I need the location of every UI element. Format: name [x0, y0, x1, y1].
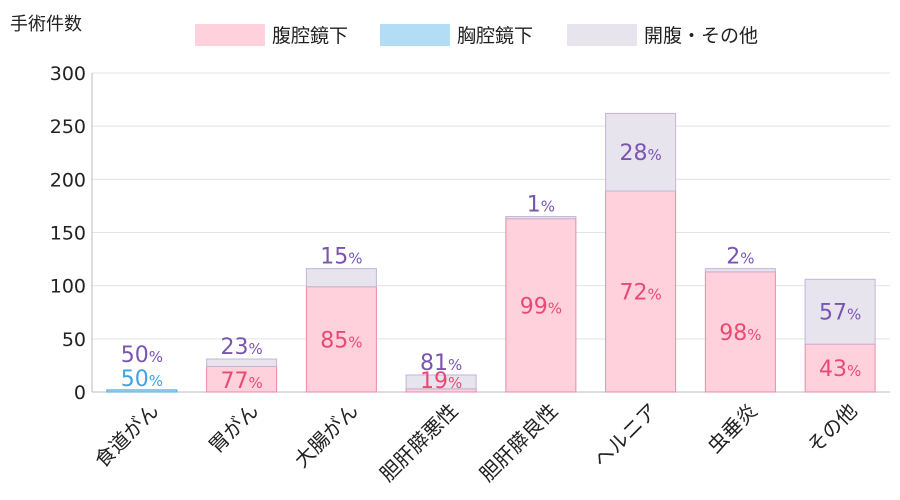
data-label-value: 15 — [320, 245, 348, 270]
y-tick-100: 100 — [50, 276, 86, 298]
bar-7-2 — [804, 278, 876, 345]
data-label-unit: % — [647, 146, 661, 164]
x-category-1: 胃がん — [204, 399, 263, 458]
data-label-7-0: 43% — [819, 357, 861, 382]
data-label-0-1: 50% — [121, 367, 163, 392]
data-label-value: 1 — [527, 193, 541, 218]
legend-label-1: 胸腔鏡下 — [457, 25, 533, 47]
data-label-unit: % — [149, 348, 163, 366]
data-label-unit: % — [740, 250, 754, 268]
data-label-value: 72 — [619, 281, 647, 306]
data-label-5-0: 72% — [619, 281, 661, 306]
data-label-unit: % — [647, 286, 661, 304]
data-label-unit: % — [541, 198, 555, 216]
legend-swatch-0 — [195, 24, 265, 46]
y-tick-200: 200 — [50, 169, 86, 191]
data-label-unit: % — [248, 374, 262, 392]
data-labels: 50%50%77%23% 85%15%19%81%99%1%72%28%98%2%… — [121, 141, 862, 394]
data-label-value: 19 — [420, 369, 448, 394]
data-label-6-2: 2% — [726, 245, 754, 270]
y-tick-150: 150 — [50, 223, 86, 245]
data-label-value: 85 — [320, 328, 348, 353]
bar-4-0 — [505, 218, 577, 393]
data-label-unit: % — [149, 372, 163, 390]
data-label-unit: % — [448, 374, 462, 392]
bar-5-2 — [605, 112, 677, 192]
data-label-unit: % — [548, 299, 562, 317]
data-label-4-0: 99% — [520, 294, 562, 319]
x-category-2: 大腸がん — [289, 399, 363, 473]
data-label-3-0: 19% — [420, 369, 462, 394]
data-label-value: 98 — [719, 321, 747, 346]
bar-1-2 — [206, 358, 278, 367]
bar-3-2 — [405, 374, 477, 390]
data-label-value: 2 — [726, 245, 740, 270]
legend-label-0: 腹腔鏡下 — [272, 25, 348, 47]
data-label-3-2: 81% — [420, 351, 462, 376]
data-label-unit: % — [448, 356, 462, 374]
x-category-7: その他 — [802, 399, 861, 458]
data-label-unit: % — [847, 306, 861, 324]
bar-5-0 — [605, 190, 677, 393]
bar-6-0 — [704, 271, 776, 393]
data-label-value: 57 — [819, 301, 847, 326]
data-label-value: 50 — [121, 367, 149, 392]
x-category-5: ヘルニア — [589, 399, 663, 473]
gridlines — [91, 72, 890, 393]
data-label-unit: % — [348, 333, 362, 351]
data-label-unit: % — [747, 326, 761, 344]
data-label-2-2: 15% — [320, 245, 362, 270]
data-label-7-2: 57% — [819, 301, 861, 326]
data-label-value: 77 — [220, 369, 248, 394]
data-label-1-0: 77% — [220, 369, 262, 394]
data-label-4-2: 1% — [527, 193, 555, 218]
data-label-value: 43 — [819, 357, 847, 382]
data-label-unit: % — [248, 340, 262, 358]
bar-2-2 — [305, 268, 377, 288]
data-label-5-2: 28% — [619, 141, 661, 166]
data-label-unit: % — [847, 362, 861, 380]
legend-swatch-1 — [380, 24, 450, 46]
x-axis-categories: 食道がん 胃がん 大腸がん 胆肝膵悪性 胆肝膵良性 ヘルニア 虫垂炎 その他 — [90, 399, 862, 487]
bar-6-2 — [704, 268, 776, 273]
x-category-4: 胆肝膵良性 — [475, 399, 563, 487]
data-label-value: 50 — [121, 343, 149, 368]
data-label-value: 23 — [220, 335, 248, 360]
legend-swatch-2 — [567, 24, 637, 46]
y-tick-50: 50 — [62, 329, 86, 351]
x-category-6: 虫垂炎 — [703, 399, 762, 458]
data-label-0-2: 50% — [121, 343, 163, 368]
bar-2-0 — [305, 286, 377, 393]
y-tick-250: 250 — [50, 116, 86, 138]
x-category-0: 食道がん — [90, 399, 164, 473]
data-label-2-0: 85% — [320, 328, 362, 353]
bar-0-1 — [106, 389, 178, 393]
bar-4-2 — [505, 216, 577, 220]
y-axis-ticks: 0 50 100 150 200 250 300 — [50, 63, 86, 404]
data-label-1-2: 23% — [220, 335, 262, 360]
bars — [106, 112, 876, 393]
x-category-3: 胆肝膵悪性 — [375, 399, 463, 487]
legend-label-2: 開腹・その他 — [644, 25, 758, 47]
data-label-unit: % — [348, 250, 362, 268]
y-tick-300: 300 — [50, 63, 86, 85]
data-label-6-0: 98% — [719, 321, 761, 346]
legend: 腹腔鏡下 胸腔鏡下 開腹・その他 — [195, 24, 758, 47]
y-tick-0: 0 — [74, 382, 86, 404]
y-axis-title: 手術件数 — [10, 14, 82, 35]
data-label-value: 28 — [619, 141, 647, 166]
data-label-value: 99 — [520, 294, 548, 319]
data-label-value: 81 — [420, 351, 448, 376]
